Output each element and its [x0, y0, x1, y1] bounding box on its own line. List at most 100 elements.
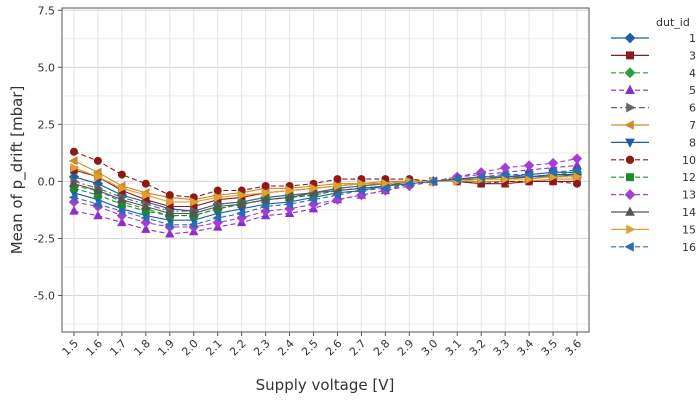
x-tick-label: 3.5 — [539, 337, 561, 359]
data-point — [92, 199, 102, 209]
data-point — [573, 179, 582, 188]
x-tick-label: 3.3 — [491, 337, 513, 359]
legend-label: 3 — [689, 49, 696, 62]
y-tick-label: -5.0 — [34, 289, 55, 302]
data-point — [141, 201, 151, 211]
data-point — [188, 220, 198, 230]
data-point — [284, 192, 295, 201]
y-tick-label: 2.5 — [38, 118, 56, 131]
legend-marker — [626, 173, 634, 182]
legend-label: 4 — [689, 67, 696, 80]
data-point — [261, 181, 270, 190]
data-point — [118, 183, 128, 193]
data-point — [165, 228, 175, 238]
data-point — [213, 186, 222, 195]
data-point — [116, 206, 126, 216]
data-point — [141, 179, 150, 188]
data-point — [236, 208, 246, 219]
legend-marker — [624, 189, 636, 200]
x-tick-label: 3.1 — [443, 337, 465, 359]
data-point — [94, 172, 104, 182]
grid — [62, 8, 589, 332]
data-point — [333, 181, 343, 191]
series-line — [73, 167, 577, 203]
series-line — [73, 164, 578, 235]
y-tick-label: 0.0 — [38, 175, 56, 188]
y-tick-label: 5.0 — [38, 61, 56, 74]
x-tick-label: 3.0 — [419, 337, 441, 359]
x-tick-label: 2.0 — [179, 337, 201, 359]
series-line — [73, 176, 577, 212]
legend-marker — [624, 32, 636, 44]
series-16 — [68, 165, 581, 230]
data-point — [308, 187, 319, 197]
series-line — [73, 174, 577, 214]
legend-label: 1 — [689, 32, 696, 45]
data-point — [475, 172, 485, 182]
x-axis-ticks: 1.5 1.6 1.7 1.8 1.9 2.0 2.1 2.2 2.3 2.4 2.5 2.6 2.7 2… — [60, 332, 585, 359]
data-point — [285, 185, 295, 196]
legend-label: 10 — [682, 154, 696, 167]
data-point — [69, 147, 78, 156]
legend-marker — [624, 67, 636, 79]
data-point — [428, 176, 437, 187]
x-tick-label: 3.4 — [515, 337, 537, 359]
y-tick-label: 7.5 — [38, 4, 56, 17]
legend-label: 8 — [689, 136, 696, 149]
data-point — [141, 224, 151, 233]
data-point — [451, 174, 461, 184]
data-point — [189, 208, 199, 217]
data-point — [333, 175, 342, 184]
data-point — [523, 169, 533, 180]
legend-item: 12 — [611, 171, 696, 184]
plot-area — [61, 7, 590, 333]
y-axis-label: Mean of p_drift [mbar] — [8, 86, 27, 255]
data-point — [499, 169, 509, 180]
x-tick-label: 2.5 — [299, 337, 321, 359]
x-tick-label: 1.7 — [107, 337, 129, 359]
data-point — [190, 197, 200, 207]
series-10 — [69, 147, 582, 202]
data-point — [165, 208, 175, 217]
data-point — [262, 188, 271, 198]
legend-marker — [625, 206, 635, 216]
legend-label: 5 — [689, 84, 696, 97]
legend-label: 16 — [682, 241, 696, 254]
x-tick-label: 3.6 — [563, 337, 585, 359]
data-point — [93, 156, 102, 165]
data-point — [214, 192, 223, 203]
data-point — [117, 217, 127, 227]
x-tick-label: 2.4 — [275, 337, 297, 359]
legend-item: 10 — [611, 154, 696, 167]
legend-item: 8 — [611, 136, 696, 149]
data-point — [70, 163, 80, 173]
series-line — [73, 151, 578, 198]
data-point — [404, 179, 413, 189]
legend-item: 13 — [611, 189, 696, 202]
data-point — [571, 153, 583, 164]
data-point — [573, 172, 583, 182]
data-point — [142, 190, 152, 200]
data-point — [164, 220, 174, 230]
legend-marker — [624, 241, 634, 252]
data-point — [284, 199, 294, 209]
legend-label: 14 — [682, 206, 696, 219]
legend-item: 7 — [611, 119, 696, 132]
data-point — [69, 178, 79, 188]
legend-marker — [624, 120, 634, 130]
data-point — [523, 160, 535, 171]
data-point — [571, 165, 581, 175]
series-line — [73, 171, 577, 221]
legend-label: 6 — [689, 102, 696, 115]
legend-marker — [626, 102, 636, 113]
x-tick-label: 1.9 — [155, 337, 177, 359]
data-point — [69, 205, 79, 215]
data-point — [238, 190, 247, 200]
data-point — [308, 194, 318, 205]
legend-label: 12 — [682, 171, 696, 184]
data-point — [117, 170, 126, 179]
data-point — [117, 194, 127, 204]
